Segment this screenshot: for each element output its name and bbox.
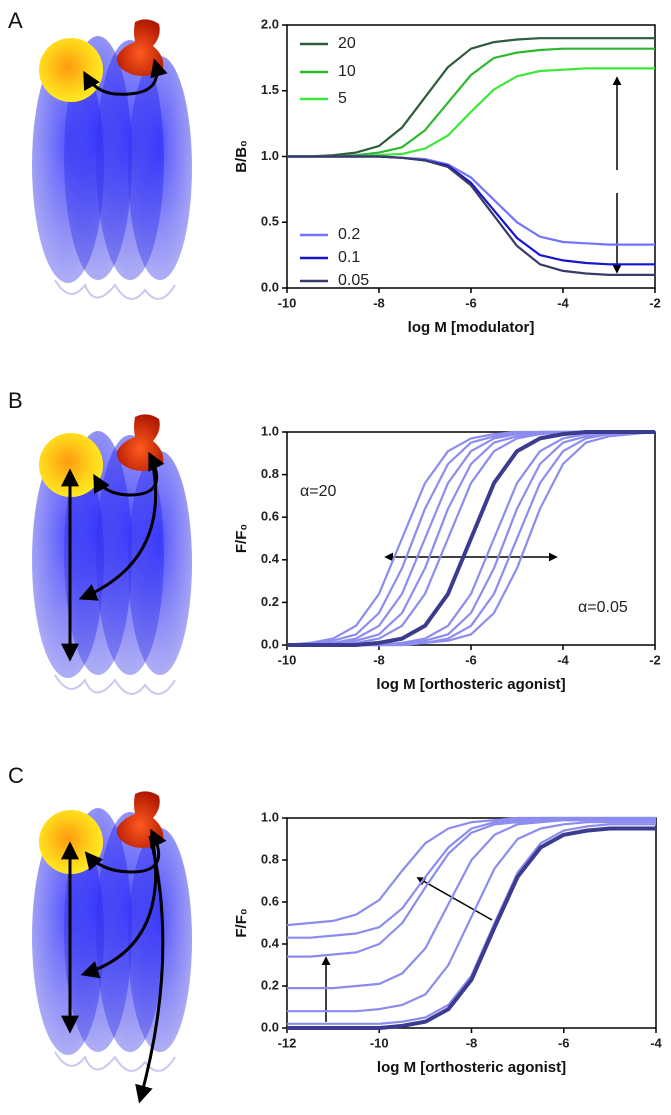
plot-frame bbox=[286, 431, 656, 646]
annotation: α=0.05 bbox=[578, 599, 628, 616]
x-axis-label: log M [orthosteric agonist] bbox=[377, 1059, 566, 1076]
y-tick-label: 0.5 bbox=[261, 214, 279, 229]
x-tick-label: -12 bbox=[278, 1035, 297, 1050]
y-tick-label: 0.4 bbox=[261, 935, 280, 950]
legend-label: 5 bbox=[338, 90, 347, 107]
curve bbox=[287, 37, 655, 158]
plot-frame bbox=[286, 817, 657, 1029]
y-axis-label: B/B₀ bbox=[233, 140, 250, 173]
chart-arrows bbox=[321, 76, 622, 1022]
curve bbox=[287, 819, 656, 958]
curve bbox=[287, 67, 655, 158]
y-tick-label: 1.0 bbox=[261, 809, 279, 824]
x-tick-label: -10 bbox=[370, 1035, 389, 1050]
panel-label: C bbox=[8, 763, 24, 788]
x-axis-label: log M [modulator] bbox=[408, 319, 535, 336]
curve bbox=[286, 816, 656, 927]
y-tick-label: 0.2 bbox=[261, 977, 279, 992]
curve bbox=[287, 155, 655, 276]
arrow bbox=[83, 58, 168, 96]
arrows bbox=[61, 451, 165, 662]
y-axis-label: F/F₀ bbox=[233, 524, 250, 553]
x-tick-label: -4 bbox=[557, 295, 569, 310]
legend-label: 0.1 bbox=[338, 249, 360, 266]
legend-label: 0.05 bbox=[338, 272, 369, 289]
y-tick-label: 0.0 bbox=[261, 1019, 279, 1034]
x-tick-label: -6 bbox=[465, 295, 477, 310]
arrows bbox=[61, 828, 167, 1104]
x-tick-label: -10 bbox=[278, 295, 297, 310]
y-tick-label: 0.8 bbox=[261, 851, 279, 866]
legend-label: 0.2 bbox=[338, 226, 360, 243]
x-tick-label: -4 bbox=[650, 1035, 662, 1050]
y-tick-label: 0.2 bbox=[261, 594, 279, 609]
x-tick-label: -10 bbox=[278, 652, 297, 667]
y-tick-label: 1.0 bbox=[261, 148, 279, 163]
y-tick-label: 0.8 bbox=[261, 466, 279, 481]
curve bbox=[287, 155, 655, 266]
x-tick-label: -8 bbox=[466, 1035, 478, 1050]
panel-label: A bbox=[8, 8, 23, 33]
receptor-cartoon bbox=[31, 413, 193, 695]
receptor-cartoon bbox=[31, 18, 193, 300]
curve bbox=[287, 430, 655, 647]
x-tick-label: -2 bbox=[649, 295, 661, 310]
x-tick-label: -8 bbox=[373, 295, 385, 310]
y-tick-label: 1.5 bbox=[261, 82, 279, 97]
y-axis-label: F/F₀ bbox=[233, 908, 250, 937]
annotation: α=20 bbox=[300, 483, 336, 500]
y-tick-label: 2.0 bbox=[261, 16, 279, 31]
x-tick-label: -6 bbox=[465, 652, 477, 667]
x-axis-label: log M [orthosteric agonist] bbox=[376, 676, 565, 693]
x-tick-label: -4 bbox=[557, 652, 569, 667]
curve bbox=[287, 816, 656, 939]
panel-label: B bbox=[8, 388, 23, 413]
curve bbox=[287, 823, 656, 1025]
y-tick-label: 0.4 bbox=[261, 551, 280, 566]
x-tick-label: -2 bbox=[649, 652, 661, 667]
y-tick-label: 0.6 bbox=[261, 893, 279, 908]
y-tick-label: 0.6 bbox=[261, 509, 279, 524]
y-tick-label: 0.0 bbox=[261, 636, 279, 651]
curve bbox=[287, 819, 656, 990]
curve bbox=[287, 821, 656, 1013]
curve bbox=[287, 826, 656, 1030]
legend-label: 20 bbox=[338, 35, 356, 52]
x-tick-label: -8 bbox=[373, 652, 385, 667]
legend-label: 10 bbox=[338, 63, 356, 80]
y-tick-label: 1.0 bbox=[261, 423, 279, 438]
x-tick-label: -6 bbox=[558, 1035, 570, 1050]
y-tick-label: 0.0 bbox=[261, 279, 279, 294]
receptor-cartoon bbox=[31, 790, 193, 1072]
